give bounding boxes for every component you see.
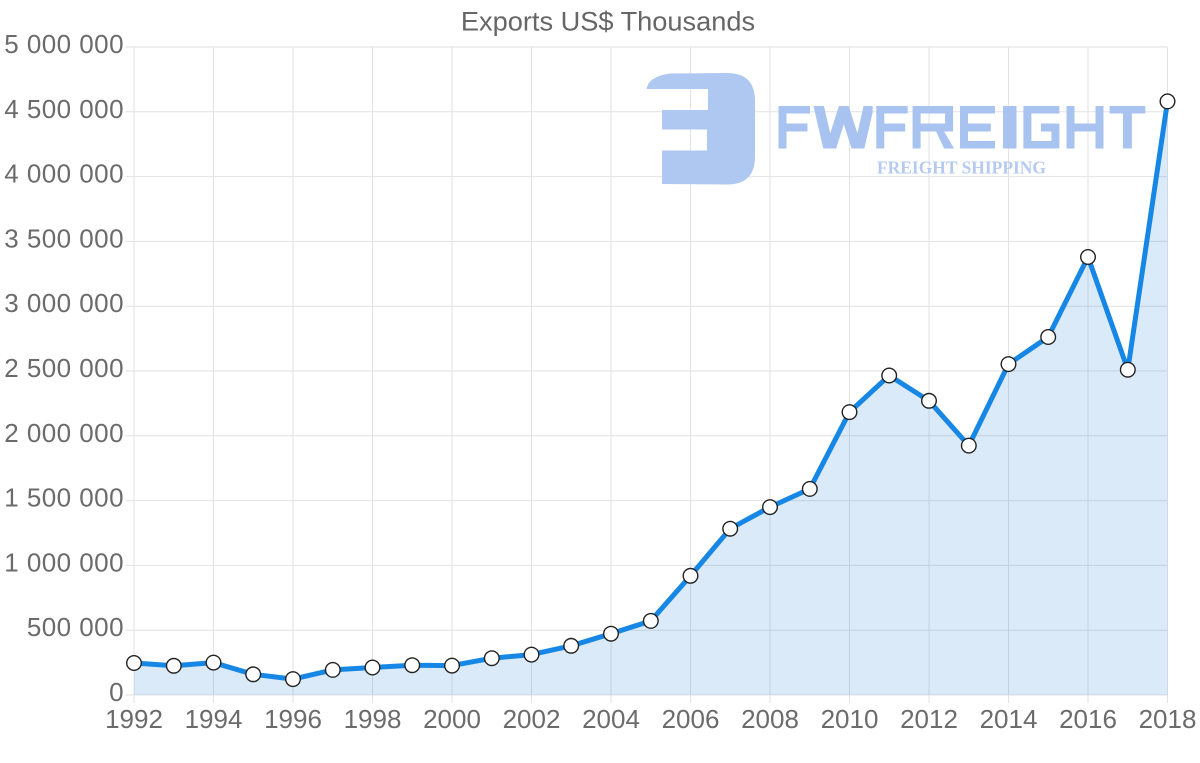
svg-text:1992: 1992 — [105, 704, 163, 734]
svg-text:2016: 2016 — [1059, 704, 1117, 734]
svg-text:2014: 2014 — [980, 704, 1038, 734]
svg-text:5 000 000: 5 000 000 — [4, 29, 124, 59]
svg-text:2010: 2010 — [821, 704, 879, 734]
svg-text:FREIGHT SHIPPING: FREIGHT SHIPPING — [877, 158, 1046, 178]
svg-text:2018: 2018 — [1139, 704, 1197, 734]
svg-text:4 500 000: 4 500 000 — [4, 94, 124, 124]
svg-text:500 000: 500 000 — [27, 612, 124, 642]
svg-text:0: 0 — [109, 677, 124, 707]
svg-text:2008: 2008 — [741, 704, 799, 734]
svg-text:1 000 000: 1 000 000 — [4, 547, 124, 577]
svg-text:3 000 000: 3 000 000 — [4, 288, 124, 318]
svg-text:Exports US$ Thousands: Exports US$ Thousands — [461, 6, 755, 37]
svg-text:2012: 2012 — [900, 704, 958, 734]
svg-text:2002: 2002 — [503, 704, 561, 734]
svg-text:1994: 1994 — [185, 704, 243, 734]
svg-text:2 500 000: 2 500 000 — [4, 353, 124, 383]
svg-text:2004: 2004 — [582, 704, 640, 734]
svg-text:2 000 000: 2 000 000 — [4, 418, 124, 448]
svg-text:1996: 1996 — [264, 704, 322, 734]
svg-text:2006: 2006 — [662, 704, 720, 734]
svg-text:1 500 000: 1 500 000 — [4, 483, 124, 513]
svg-text:4 000 000: 4 000 000 — [4, 159, 124, 189]
svg-text:2000: 2000 — [423, 704, 481, 734]
svg-text:1998: 1998 — [344, 704, 402, 734]
svg-text:3 500 000: 3 500 000 — [4, 223, 124, 253]
